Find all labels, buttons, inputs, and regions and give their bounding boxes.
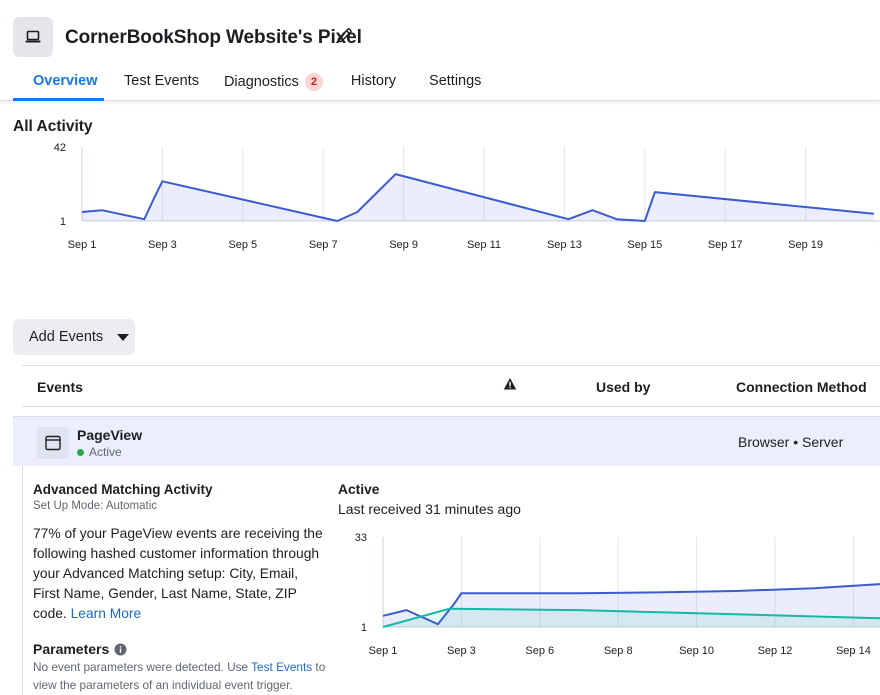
- parameters-title: Parameters: [33, 641, 127, 657]
- pageview-chart-x-tick-label: Sep 14: [836, 645, 871, 657]
- parameters-text-after: to view the parameters of an individual …: [33, 660, 326, 692]
- tab-diagnostics[interactable]: Diagnostics 2: [224, 62, 323, 101]
- all-activity-title: All Activity: [13, 118, 93, 135]
- activity-chart-y-tick-label: 42: [54, 142, 66, 154]
- activity-chart-x-tick-label: Sep 3: [148, 239, 177, 251]
- activity-chart-x-tick-label: Sep 9: [389, 239, 418, 251]
- events-table-header: Events Used by Connection Method: [22, 365, 880, 407]
- tab-test-events[interactable]: Test Events: [124, 62, 199, 101]
- activity-chart-series-0-area: [82, 174, 874, 221]
- event-status-label: Active: [89, 445, 122, 459]
- last-received-text: Last received 31 minutes ago: [338, 501, 521, 517]
- advanced-matching-title: Advanced Matching Activity: [33, 482, 213, 497]
- pageview-chart-y-tick-label: 1: [361, 622, 367, 634]
- warning-triangle-icon: [503, 377, 517, 391]
- activity-chart-x-tick-label: Sep 13: [547, 239, 582, 251]
- activity-chart-x-tick-label: Sep 7: [309, 239, 338, 251]
- column-connection-method[interactable]: Connection Method: [736, 379, 867, 395]
- activity-chart-x-tick-label: Sep 17: [708, 239, 743, 251]
- column-events[interactable]: Events: [37, 379, 83, 395]
- pencil-icon[interactable]: [335, 26, 355, 46]
- advanced-matching-description: 77% of your PageView events are receivin…: [33, 524, 323, 624]
- event-detail-panel: [22, 466, 880, 695]
- add-events-button[interactable]: Add Events: [13, 319, 135, 355]
- parameters-title-label: Parameters: [33, 641, 110, 657]
- tab-history-label: History: [350, 73, 397, 89]
- tab-overview-label: Overview: [33, 73, 98, 89]
- caret-down-icon: [117, 333, 130, 341]
- pixel-header: CornerBookShop Website's Pixel Overview …: [0, 0, 880, 101]
- info-icon[interactable]: [114, 643, 127, 656]
- activity-panel-title: Active: [338, 482, 380, 497]
- setup-mode-text: Set Up Mode: Automatic: [33, 500, 158, 512]
- add-events-label: Add Events: [29, 329, 104, 345]
- tab-test-events-label: Test Events: [124, 73, 199, 89]
- event-status: Active: [77, 445, 122, 459]
- pageview-chart-series-1-area: [383, 608, 880, 627]
- pageview-chart-series-0-line: [382, 583, 880, 626]
- activity-chart-series-0-line: [81, 173, 874, 222]
- connection-method-value: Browser • Server: [738, 434, 844, 450]
- tab-settings-label: Settings: [429, 73, 482, 89]
- tab-history[interactable]: History: [351, 62, 396, 101]
- browser-window-icon: [37, 427, 69, 459]
- test-events-link[interactable]: Test Events: [251, 660, 313, 674]
- parameters-text-before: No event parameters were detected. Use: [33, 660, 249, 674]
- laptop-icon: [13, 17, 53, 57]
- tab-settings[interactable]: Settings: [429, 62, 481, 101]
- pageview-chart-series-1-line: [382, 607, 880, 628]
- tab-diagnostics-label: Diagnostics: [223, 74, 299, 90]
- advanced-matching-text: 77% of your PageView events are receivin…: [33, 526, 323, 621]
- tab-overview[interactable]: Overview: [13, 62, 104, 101]
- event-row-pageview[interactable]: PageView Active Browser • Server: [13, 416, 880, 466]
- activity-chart-y-tick-label: 1: [60, 216, 66, 228]
- activity-chart-x-tick-label: Sep 19: [788, 239, 823, 251]
- page-title: CornerBookShop Website's Pixel: [65, 27, 362, 48]
- pageview-chart-x-tick-label: Sep 6: [525, 645, 554, 657]
- pageview-chart-y-tick-label: 33: [355, 532, 367, 544]
- pageview-chart-x-tick-label: Sep 3: [447, 645, 476, 657]
- pageview-chart-x-tick-label: Sep 1: [369, 645, 398, 657]
- pageview-chart-x-tick-label: Sep 12: [758, 645, 793, 657]
- pageview-chart-series-0-area: [383, 584, 880, 627]
- pageview-chart-x-tick-label: Sep 10: [679, 645, 714, 657]
- learn-more-link[interactable]: Learn More: [70, 606, 142, 621]
- activity-chart-x-tick-label: Sep 15: [627, 239, 662, 251]
- event-name: PageView: [77, 427, 143, 443]
- pageview-chart-x-tick-label: Sep 8: [604, 645, 633, 657]
- tab-bar: Overview Test Events Diagnostics 2 Histor…: [13, 62, 481, 101]
- diagnostics-badge: 2: [304, 73, 323, 91]
- activity-chart-x-tick-label: Sep 11: [467, 239, 501, 251]
- parameters-description: No event parameters were detected. Use T…: [33, 659, 333, 694]
- column-used-by[interactable]: Used by: [596, 379, 651, 395]
- active-status-dot: [77, 448, 84, 456]
- activity-chart-x-tick-label: Sep 1: [68, 239, 97, 251]
- activity-chart-x-tick-label: Sep 5: [228, 239, 257, 251]
